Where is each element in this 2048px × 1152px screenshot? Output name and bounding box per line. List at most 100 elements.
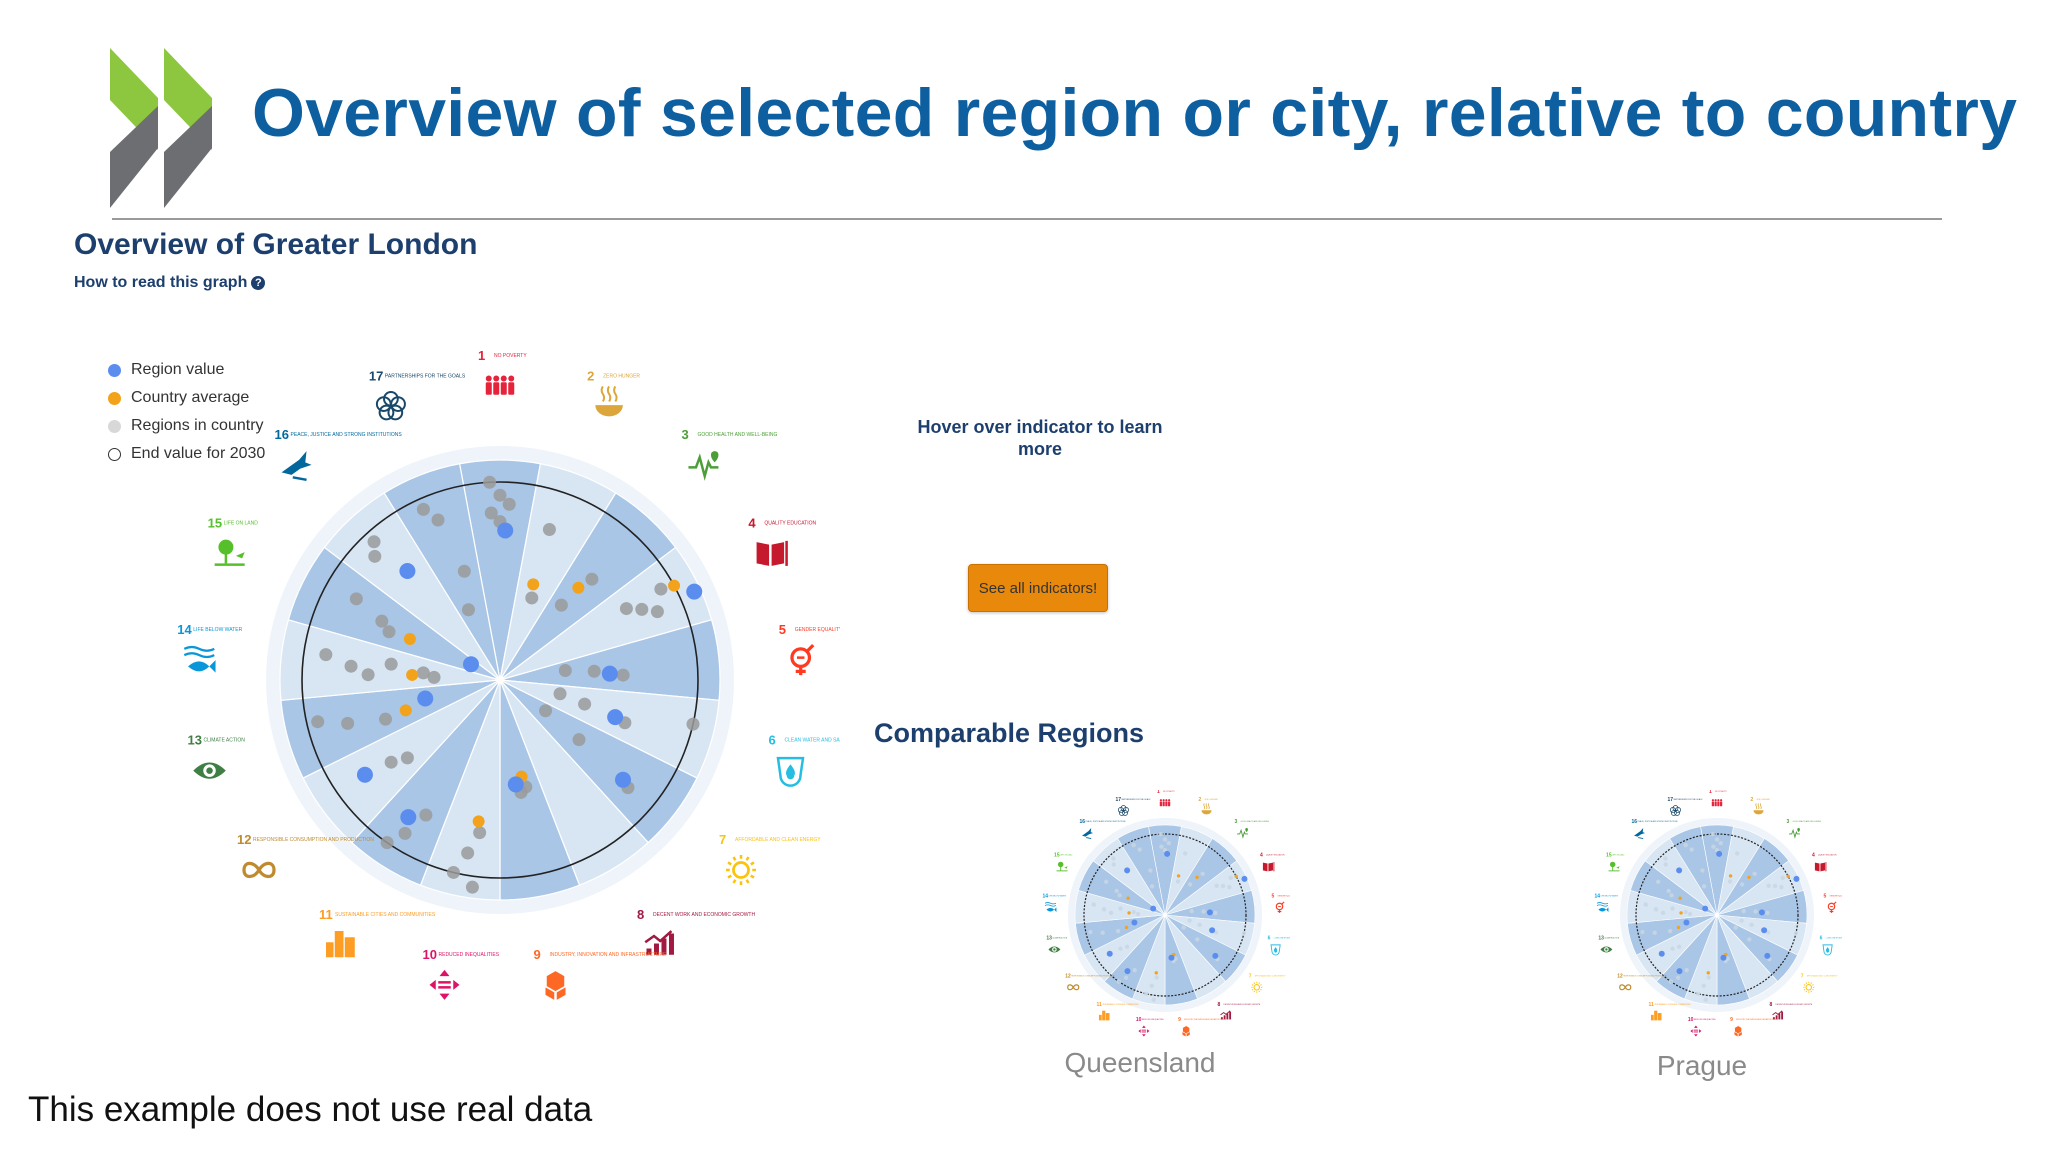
region-value-point[interactable] bbox=[1124, 968, 1131, 975]
regions-in-country-point[interactable] bbox=[1780, 875, 1786, 881]
sdg-goal-1-label[interactable]: 1 NO POVERTY bbox=[1157, 790, 1176, 807]
region-value-point[interactable] bbox=[601, 665, 618, 682]
country-average-point[interactable] bbox=[1728, 874, 1733, 878]
regions-in-country-point[interactable] bbox=[1116, 979, 1122, 984]
regions-in-country-point[interactable] bbox=[1154, 975, 1159, 980]
sdg-goal-13-label[interactable]: 13 CLIMATE ACTION bbox=[1046, 935, 1068, 953]
regions-in-country-point[interactable] bbox=[1088, 929, 1093, 935]
comparable-region-name[interactable]: Prague bbox=[1656, 1050, 1748, 1081]
region-value-point[interactable] bbox=[462, 656, 479, 673]
regions-in-country-point[interactable] bbox=[1149, 983, 1154, 988]
region-value-point[interactable] bbox=[1702, 905, 1709, 912]
sdg-goal-3-label[interactable]: 3 GOOD HEALTH AND WELL-BEING bbox=[681, 427, 777, 481]
sdg-goal-17-label[interactable]: 17 PARTNERSHIPS FOR THE GOALS bbox=[1115, 797, 1151, 816]
regions-in-country-point[interactable] bbox=[1187, 882, 1193, 887]
region-value-point[interactable] bbox=[507, 776, 524, 793]
regions-in-country-point[interactable] bbox=[1108, 910, 1114, 916]
comparable-region-name[interactable]: Queensland bbox=[1064, 1047, 1216, 1078]
regions-in-country-point[interactable] bbox=[427, 670, 441, 684]
regions-in-country-point[interactable] bbox=[1111, 856, 1116, 861]
regions-in-country-point[interactable] bbox=[1228, 875, 1234, 881]
regions-in-country-point[interactable] bbox=[1213, 910, 1218, 916]
regions-in-country-point[interactable] bbox=[493, 488, 507, 502]
regions-in-country-point[interactable] bbox=[473, 826, 487, 840]
region-value-point[interactable] bbox=[1124, 867, 1131, 874]
regions-in-country-point[interactable] bbox=[1653, 907, 1659, 912]
regions-in-country-point[interactable] bbox=[368, 549, 382, 563]
sdg-goal-3-label[interactable]: 3 GOOD HEALTH AND WELL-BEING bbox=[1786, 819, 1822, 839]
regions-in-country-point[interactable] bbox=[1684, 968, 1689, 973]
sdg-goal-15-label[interactable]: 15 LIFE ON LAND bbox=[208, 515, 259, 566]
regions-in-country-point[interactable] bbox=[341, 716, 355, 730]
regions-in-country-point[interactable] bbox=[457, 564, 471, 578]
regions-in-country-point[interactable] bbox=[1689, 847, 1694, 852]
sdg-goal-3-label[interactable]: 3 GOOD HEALTH AND WELL-BEING bbox=[1234, 819, 1270, 839]
regions-in-country-point[interactable] bbox=[502, 497, 516, 511]
regions-in-country-point[interactable] bbox=[1765, 910, 1770, 916]
regions-in-country-point[interactable] bbox=[398, 826, 412, 840]
country-average-point[interactable] bbox=[1234, 874, 1238, 879]
regions-in-country-point[interactable] bbox=[349, 592, 363, 606]
regions-in-country-point[interactable] bbox=[1741, 908, 1746, 914]
country-average-point[interactable] bbox=[527, 578, 540, 591]
regions-in-country-point[interactable] bbox=[1241, 930, 1247, 936]
regions-in-country-point[interactable] bbox=[344, 659, 358, 673]
regions-in-country-point[interactable] bbox=[1124, 944, 1130, 950]
regions-in-country-point[interactable] bbox=[1137, 847, 1142, 852]
region-value-point[interactable] bbox=[1212, 952, 1219, 959]
country-average-point[interactable] bbox=[1154, 971, 1158, 975]
regions-in-country-point[interactable] bbox=[1123, 975, 1129, 980]
region-value-point[interactable] bbox=[1209, 927, 1216, 934]
country-average-point[interactable] bbox=[572, 581, 585, 594]
region-value-point[interactable] bbox=[399, 563, 416, 580]
sdg-goal-16-label[interactable]: 16 PEACE, JUSTICE AND STRONG INSTITUTIONS bbox=[1632, 819, 1679, 839]
region-value-point[interactable] bbox=[614, 771, 631, 788]
regions-in-country-point[interactable] bbox=[1663, 856, 1668, 861]
region-value-point[interactable] bbox=[686, 583, 703, 600]
regions-in-country-point[interactable] bbox=[1706, 975, 1711, 980]
sdg-goal-2-label[interactable]: 2 ZERO HUNGER bbox=[587, 368, 640, 417]
regions-in-country-point[interactable] bbox=[311, 715, 325, 729]
region-value-point[interactable] bbox=[1168, 954, 1175, 961]
sdg-goal-10-label[interactable]: 10 REDUCED INEQUALITIES bbox=[1136, 1017, 1165, 1037]
regions-in-country-point[interactable] bbox=[380, 836, 394, 850]
sdg-goal-11-label[interactable]: 11 SUSTAINABLE CITIES AND COMMUNITIES bbox=[1648, 1002, 1691, 1021]
regions-in-country-point[interactable] bbox=[1793, 930, 1799, 936]
sdg-goal-9-label[interactable]: 9 INDUSTRY, INNOVATION AND INFRASTRUCTURE bbox=[1730, 1017, 1779, 1037]
regions-in-country-point[interactable] bbox=[1175, 879, 1181, 884]
sdg-goal-7-label[interactable]: 7 AFFORDABLE AND CLEAN ENERGY bbox=[1249, 973, 1287, 993]
regions-in-country-point[interactable] bbox=[616, 668, 630, 682]
region-value-point[interactable] bbox=[1720, 954, 1727, 961]
goal-wedge[interactable] bbox=[383, 463, 501, 681]
country-average-point[interactable] bbox=[403, 632, 416, 645]
sdg-goal-11-label[interactable]: 11 SUSTAINABLE CITIES AND COMMUNITIES bbox=[1096, 1002, 1139, 1021]
regions-in-country-point[interactable] bbox=[1135, 911, 1141, 917]
regions-in-country-point[interactable] bbox=[1700, 868, 1705, 873]
regions-in-country-point[interactable] bbox=[1143, 991, 1149, 996]
regions-in-country-point[interactable] bbox=[1158, 831, 1163, 837]
regions-in-country-point[interactable] bbox=[1752, 871, 1757, 876]
sdg-goal-1-label[interactable]: 1 NO POVERTY bbox=[1709, 790, 1728, 807]
regions-in-country-point[interactable] bbox=[1195, 937, 1200, 942]
regions-in-country-point[interactable] bbox=[461, 603, 475, 617]
regions-in-country-point[interactable] bbox=[400, 751, 414, 765]
country-average-point[interactable] bbox=[1679, 911, 1683, 915]
regions-in-country-point[interactable] bbox=[1183, 851, 1188, 856]
sdg-goal-4-label[interactable]: 4 QUALITY EDUCATION bbox=[1812, 853, 1837, 872]
region-value-point[interactable] bbox=[1683, 919, 1690, 926]
region-value-point[interactable] bbox=[1716, 850, 1723, 857]
regions-in-country-point[interactable] bbox=[654, 582, 668, 596]
sdg-goal-10-label[interactable]: 10 REDUCED INEQUALITIES bbox=[423, 947, 500, 1000]
regions-in-country-point[interactable] bbox=[1201, 909, 1206, 914]
country-average-point[interactable] bbox=[1706, 971, 1710, 975]
regions-in-country-point[interactable] bbox=[1772, 883, 1778, 889]
regions-in-country-point[interactable] bbox=[1660, 910, 1666, 916]
regions-in-country-point[interactable] bbox=[1151, 997, 1156, 1002]
region-value-point[interactable] bbox=[1106, 950, 1113, 957]
goal-wedge[interactable] bbox=[1669, 826, 1718, 916]
regions-in-country-point[interactable] bbox=[1711, 844, 1716, 849]
